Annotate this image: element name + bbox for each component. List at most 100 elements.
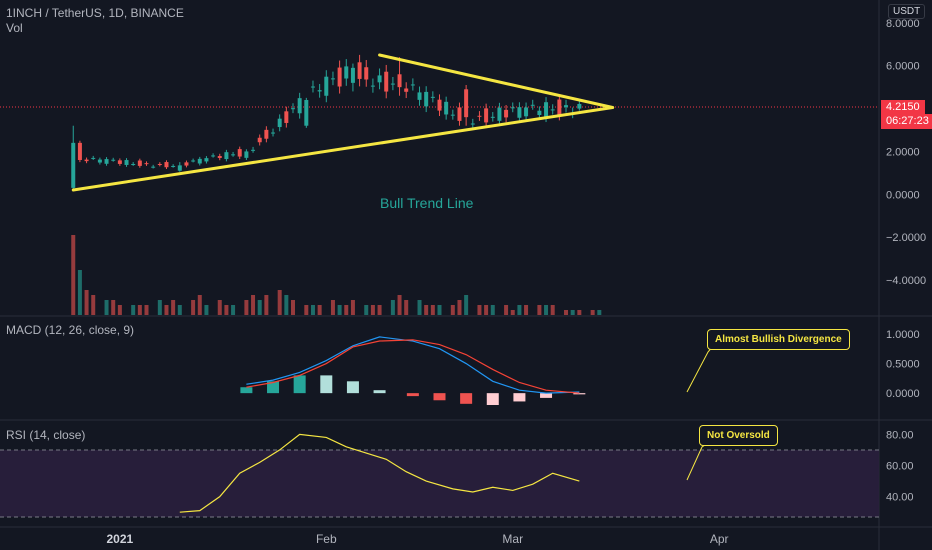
volume-bar xyxy=(490,305,495,315)
volume-bar xyxy=(197,295,202,315)
candle-body xyxy=(564,105,569,108)
candle-body xyxy=(557,99,562,116)
symbol-legend[interactable]: 1INCH / TetherUS, 1D, BINANCE xyxy=(6,6,184,20)
candle-body xyxy=(277,118,282,128)
volume-bar xyxy=(544,305,549,315)
candle-body xyxy=(464,89,469,118)
trend-lines xyxy=(71,53,615,192)
candle-body xyxy=(350,67,355,83)
macd-histogram-bar xyxy=(346,381,359,394)
x-tick-label: 2021 xyxy=(107,532,134,546)
macd-axis: 1.0000 0.5000 0.0000 xyxy=(886,329,920,400)
volume-bar xyxy=(244,300,249,315)
candle-body xyxy=(317,90,322,92)
candle-body xyxy=(450,114,455,116)
volume-bar xyxy=(191,300,196,315)
candle-body xyxy=(330,78,335,80)
volume-bar xyxy=(91,295,96,315)
volume-bar xyxy=(291,300,295,315)
candle-body xyxy=(151,166,156,168)
rsi-tick-label: 80.00 xyxy=(886,429,914,441)
candle-body xyxy=(457,107,462,121)
price-tick-label: 2.0000 xyxy=(886,146,920,158)
volume-bar xyxy=(430,305,435,315)
candle-body xyxy=(530,104,535,106)
support-trend-line xyxy=(71,106,615,192)
trend-line-label: Bull Trend Line xyxy=(380,195,474,211)
candle-body xyxy=(264,129,269,139)
candle-body xyxy=(430,96,435,98)
rsi-legend[interactable]: RSI (14, close) xyxy=(6,428,86,442)
candle-body xyxy=(77,142,82,160)
price-tick-label: −2.0000 xyxy=(886,232,926,244)
volume-bar xyxy=(217,300,222,315)
volume-bar xyxy=(537,305,542,315)
volume-bar xyxy=(84,290,89,315)
volume-bars xyxy=(71,235,602,315)
macd-histogram-bar xyxy=(460,393,473,404)
candle-body xyxy=(297,98,302,114)
volume-bar xyxy=(464,295,469,315)
candle-body xyxy=(104,159,109,164)
volume-bar xyxy=(224,305,229,315)
candle-body xyxy=(171,165,176,167)
candle-body xyxy=(157,163,162,165)
volume-bar xyxy=(317,305,322,315)
candle-body xyxy=(437,99,442,111)
candle-body xyxy=(84,159,89,162)
volume-bar xyxy=(510,310,515,315)
macd-legend[interactable]: MACD (12, 26, close, 9) xyxy=(6,323,135,337)
macd-histogram-bar xyxy=(293,375,306,394)
volume-bar xyxy=(550,305,555,315)
candle-body xyxy=(211,155,216,157)
candle-body xyxy=(271,132,276,134)
candle-body xyxy=(217,156,222,158)
candle-body xyxy=(197,158,202,164)
candle-body xyxy=(544,102,549,117)
candle-body xyxy=(177,165,182,171)
rsi-tick-label: 60.00 xyxy=(886,460,914,472)
rsi-series-line xyxy=(179,433,580,513)
candle-body xyxy=(97,159,102,163)
macd-tick-label: 0.5000 xyxy=(886,359,920,371)
currency-button[interactable]: USDT xyxy=(888,4,926,19)
price-tick-label: −4.0000 xyxy=(886,275,926,287)
candle-body xyxy=(497,107,502,121)
candle-body xyxy=(231,154,236,156)
volume-bar xyxy=(204,305,209,315)
candle-body xyxy=(390,83,395,85)
candle-body xyxy=(310,86,315,88)
volume-legend[interactable]: Vol xyxy=(6,21,23,35)
candle-body xyxy=(131,163,136,165)
candle-body xyxy=(204,158,209,162)
candle-body xyxy=(117,160,122,164)
candle-body xyxy=(257,137,262,143)
volume-bar xyxy=(370,305,375,315)
candlestick-series xyxy=(71,54,582,189)
volume-bar xyxy=(164,305,169,315)
candle-body xyxy=(444,101,449,115)
candle-body xyxy=(337,67,342,87)
macd-callout: Almost Bullish Divergence xyxy=(707,329,850,350)
candle-body xyxy=(164,162,169,168)
candle-body xyxy=(517,107,522,118)
volume-bar xyxy=(111,300,116,315)
candle-body xyxy=(377,75,382,83)
candle-body xyxy=(364,67,369,80)
macd-histogram-bar xyxy=(486,393,499,405)
volume-bar xyxy=(477,305,482,315)
rsi-axis: 80.00 60.00 40.00 xyxy=(886,429,914,503)
volume-bar xyxy=(310,305,315,315)
volume-bar xyxy=(590,310,595,315)
volume-bar xyxy=(597,310,602,315)
macd-lines xyxy=(246,336,580,394)
volume-bar xyxy=(304,305,309,315)
candle-body xyxy=(384,71,389,92)
candle-body xyxy=(324,76,329,96)
volume-bar xyxy=(570,310,575,315)
candle-body xyxy=(191,160,196,162)
volume-bar xyxy=(104,300,109,315)
macd-histogram-bar xyxy=(373,390,386,394)
